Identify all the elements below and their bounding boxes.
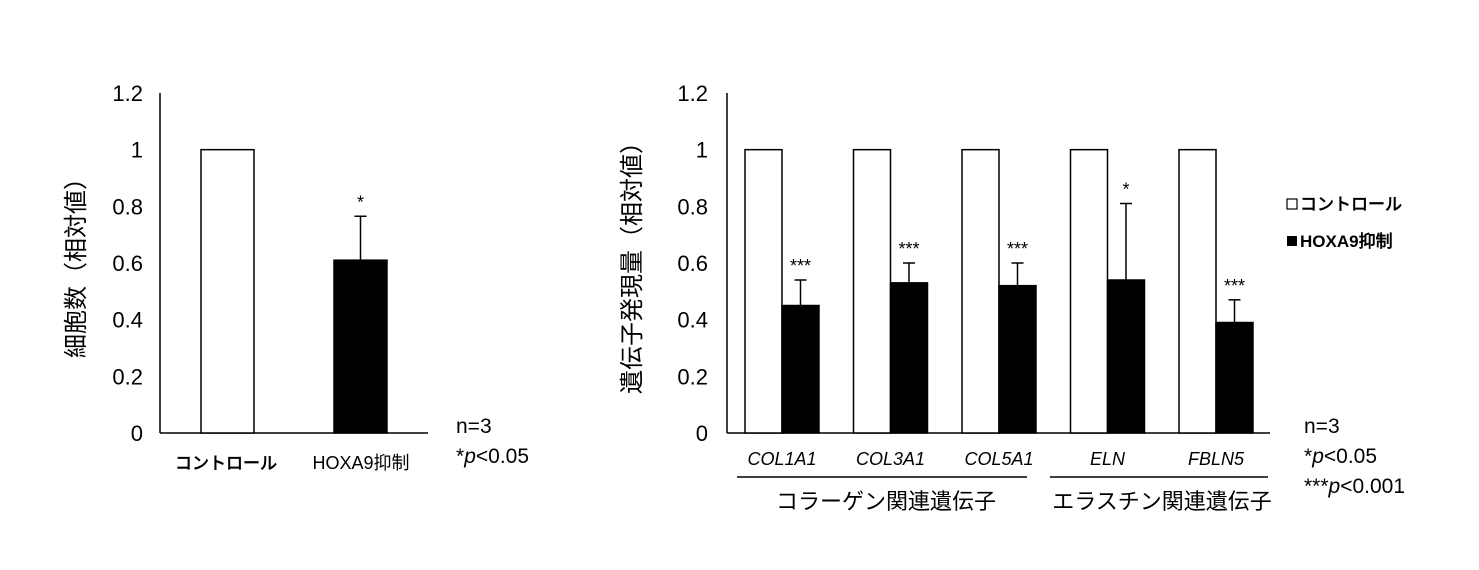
- y-tick-label: 1.2: [677, 81, 708, 106]
- bar-control: [852, 148, 892, 434]
- category-label: COL3A1: [856, 449, 925, 469]
- right-note-n: n=3: [1304, 415, 1340, 438]
- y-tick-label: 1.2: [112, 81, 143, 106]
- left-note-p-star: *: [456, 445, 464, 468]
- left-y-label: 細胞数（相対値）: [63, 166, 90, 358]
- significance-label: ***: [1224, 276, 1245, 296]
- right-note-p05-star: *: [1304, 445, 1312, 468]
- y-tick-label: 0.6: [677, 251, 708, 276]
- y-tick-label: 1: [131, 138, 143, 163]
- right-note-p05-italic: p: [1311, 445, 1324, 468]
- right-y-label: 遺伝子発現量（相対値）: [619, 130, 646, 394]
- legend-label-control: コントロール: [1300, 195, 1402, 214]
- right-note-p001-value: <0.001: [1340, 475, 1405, 498]
- left-note-n: n=3: [456, 415, 492, 438]
- right-bars: ****** *******: [744, 148, 1254, 434]
- category-label: COL1A1: [747, 449, 816, 469]
- y-tick-label: 0.6: [112, 251, 143, 276]
- y-tick-label: 0.2: [677, 364, 708, 389]
- right-note-p001-star: ***: [1304, 475, 1329, 498]
- right-note-p001: ***p<0.001: [1304, 475, 1405, 498]
- bar-hoxa9: [998, 284, 1037, 434]
- bar: [200, 148, 255, 434]
- y-tick-label: 0.4: [112, 308, 143, 333]
- significance-label: ***: [898, 239, 919, 259]
- bar-hoxa9: [889, 282, 929, 434]
- significance-label: ***: [1007, 239, 1028, 259]
- right-note-p05: *p<0.05: [1304, 445, 1377, 468]
- category-label: FBLN5: [1188, 449, 1245, 469]
- significance-label: ***: [790, 256, 811, 276]
- right-note-p001-italic: p: [1328, 475, 1341, 498]
- y-tick-label: 0: [696, 421, 708, 446]
- left-chart: 細胞数（相対値） 0 0.2 0.4 0.6 0.8 1 1.2 * コントロール HOXA…: [63, 81, 529, 473]
- group-label-elastin: エラスチン関連遺伝子: [1052, 489, 1272, 514]
- y-tick-label: 0.2: [112, 364, 143, 389]
- legend-swatch-hoxa9: [1287, 236, 1297, 246]
- left-y-ticks: 0 0.2 0.4 0.6 0.8 1 1.2: [112, 81, 143, 446]
- group-label-collagen: コラーゲン関連遺伝子: [776, 489, 996, 514]
- bar-hoxa9: [1215, 321, 1254, 434]
- bar-control: [1178, 148, 1217, 434]
- right-categories: COL1A1 COL3A1 COL5A1 ELN FBLN5: [747, 449, 1245, 469]
- left-bars: *: [200, 148, 388, 434]
- bar-control: [1069, 148, 1109, 434]
- significance-label: *: [357, 192, 364, 212]
- y-tick-label: 0.8: [677, 194, 708, 219]
- bar: [333, 259, 388, 434]
- legend-label-hoxa9: HOXA9抑制: [1300, 231, 1393, 251]
- bar-hoxa9: [781, 304, 820, 434]
- category-label: COL5A1: [964, 449, 1033, 469]
- category-label: ELN: [1090, 449, 1126, 469]
- left-note-p-italic: p: [463, 445, 476, 468]
- y-tick-label: 0: [131, 421, 143, 446]
- right-note-p05-value: <0.05: [1324, 445, 1377, 468]
- bar-control: [744, 148, 783, 434]
- right-chart: 遺伝子発現量（相対値） 00.20.40.60.811.2 ****** ****…: [619, 81, 1405, 514]
- bar-control: [961, 148, 1000, 434]
- left-category-control: コントロール: [175, 454, 277, 473]
- legend: コントロール HOXA9抑制: [1286, 195, 1402, 251]
- bar-hoxa9: [1106, 279, 1146, 434]
- left-note-p-value: <0.05: [476, 445, 529, 468]
- y-tick-label: 0.4: [677, 308, 708, 333]
- y-tick-label: 0.8: [112, 194, 143, 219]
- left-note-p: *p<0.05: [456, 445, 529, 468]
- left-category-hoxa9: HOXA9抑制: [312, 453, 409, 473]
- right-y-ticks: 0 0.2 0.4 0.6 0.8 1 1.2: [677, 81, 708, 446]
- y-tick-label: 1: [696, 138, 708, 163]
- legend-swatch-control: [1286, 198, 1298, 210]
- significance-label: *: [1122, 180, 1129, 200]
